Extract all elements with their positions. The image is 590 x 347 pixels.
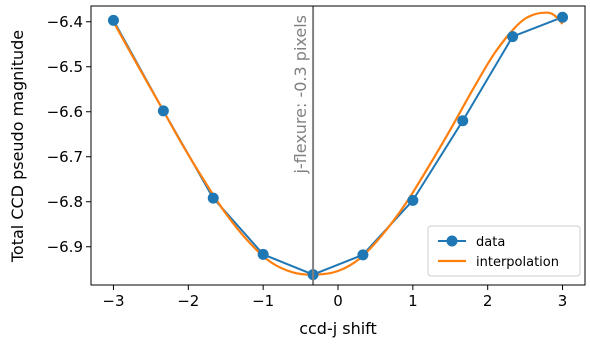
x-axis-ticks: −3 −2 −1 0 1 2 3 xyxy=(102,285,567,310)
series-layer xyxy=(107,11,569,281)
legend: data interpolation xyxy=(427,225,581,277)
x-axis-label: ccd-j shift xyxy=(299,319,377,338)
y-tick-label: −6.4 xyxy=(47,13,83,31)
data-point xyxy=(357,249,369,261)
x-tick-label: −2 xyxy=(177,292,199,310)
data-point xyxy=(407,194,419,206)
x-tick-label: 2 xyxy=(483,292,493,310)
y-axis-label: Total CCD pseudo magnitude xyxy=(8,30,27,263)
data-point xyxy=(157,105,169,117)
y-tick-label: −6.9 xyxy=(47,238,83,256)
data-point xyxy=(507,31,519,43)
data-point xyxy=(257,248,269,260)
data-point xyxy=(107,14,119,26)
legend-label-data: data xyxy=(476,235,505,250)
data-point xyxy=(207,192,219,204)
x-tick-label: 3 xyxy=(558,292,568,310)
y-tick-label: −6.7 xyxy=(47,148,83,166)
x-tick-label: 0 xyxy=(333,292,343,310)
x-tick-label: 1 xyxy=(408,292,418,310)
annotation-layer: j-flexure: -0.3 pixels xyxy=(291,6,315,285)
legend-label-interpolation: interpolation xyxy=(476,255,559,270)
x-tick-label: −1 xyxy=(252,292,274,310)
legend-box xyxy=(427,225,581,277)
y-axis-ticks: −6.4 −6.5 −6.6 −6.7 −6.8 −6.9 xyxy=(47,13,91,256)
vline-annotation-label: j-flexure: -0.3 pixels xyxy=(291,15,310,175)
data-point xyxy=(557,11,569,23)
legend-marker-data xyxy=(446,235,458,247)
y-tick-label: −6.6 xyxy=(47,103,83,121)
data-point xyxy=(457,115,469,127)
y-tick-label: −6.8 xyxy=(47,193,83,211)
x-tick-label: −3 xyxy=(102,292,124,310)
y-tick-label: −6.5 xyxy=(47,58,83,76)
